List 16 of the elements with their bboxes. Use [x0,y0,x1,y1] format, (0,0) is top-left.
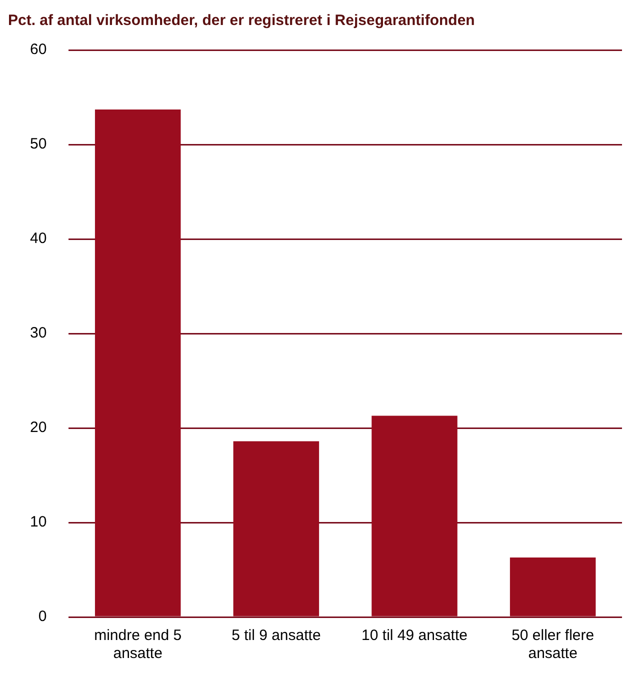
y-tick-label: 50 [30,136,47,153]
y-tick-label: 60 [30,41,47,58]
bar [372,416,458,616]
x-tick-label: mindre end 5 ansatte [94,627,182,662]
chart-title: Pct. af antal virksomheder, der er registreret i Rejsegarantifonden [8,12,475,30]
bar [510,557,596,616]
x-tick-label: 5 til 9 ansatte [232,627,321,644]
x-tick-label: 50 eller flere ansatte [512,627,594,662]
y-tick-label: 40 [30,230,47,248]
y-tick-label: 10 [30,514,47,531]
y-tick-label: 0 [38,608,47,626]
x-tick-label: 10 til 49 ansatte [362,627,468,644]
bar [94,110,181,616]
y-tick-label: 30 [30,324,47,342]
y-tick-label: 20 [30,419,47,436]
bar [233,441,320,616]
